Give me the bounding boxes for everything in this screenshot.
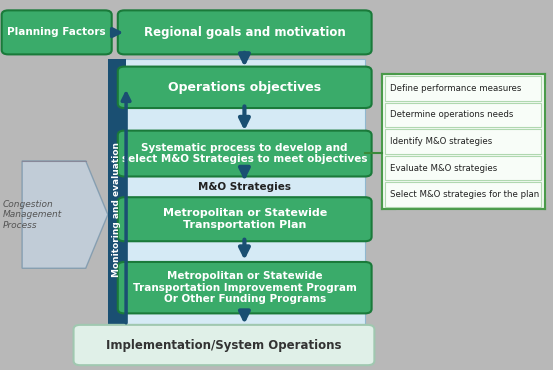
Text: Define performance measures: Define performance measures <box>390 84 521 93</box>
FancyBboxPatch shape <box>118 67 372 108</box>
Text: Implementation/System Operations: Implementation/System Operations <box>106 339 342 352</box>
Text: Select M&O strategies for the plan: Select M&O strategies for the plan <box>390 190 539 199</box>
FancyBboxPatch shape <box>382 74 545 209</box>
Text: M&O Strategies: M&O Strategies <box>198 182 291 192</box>
FancyBboxPatch shape <box>2 10 112 54</box>
Text: Planning Factors: Planning Factors <box>7 27 106 37</box>
Text: Identify M&O strategies: Identify M&O strategies <box>390 137 492 146</box>
FancyBboxPatch shape <box>118 197 372 241</box>
Text: Systematic process to develop and
select M&O Strategies to meet objectives: Systematic process to develop and select… <box>122 143 367 164</box>
Text: Monitoring and evaluation: Monitoring and evaluation <box>112 142 121 278</box>
FancyBboxPatch shape <box>108 59 126 361</box>
Text: Evaluate M&O strategies: Evaluate M&O strategies <box>390 164 497 172</box>
Text: Determine operations needs: Determine operations needs <box>390 111 513 120</box>
Text: Congestion
Management
Process: Congestion Management Process <box>3 200 62 229</box>
Text: Operations objectives: Operations objectives <box>168 81 321 94</box>
FancyBboxPatch shape <box>108 59 365 361</box>
FancyBboxPatch shape <box>385 156 541 180</box>
FancyBboxPatch shape <box>118 262 372 313</box>
FancyBboxPatch shape <box>118 10 372 54</box>
FancyBboxPatch shape <box>74 325 374 365</box>
Text: Metropolitan or Statewide
Transportation Plan: Metropolitan or Statewide Transportation… <box>163 208 327 230</box>
FancyBboxPatch shape <box>118 131 372 176</box>
FancyBboxPatch shape <box>385 76 541 101</box>
FancyBboxPatch shape <box>385 103 541 127</box>
Polygon shape <box>22 161 108 268</box>
Text: Metropolitan or Statewide
Transportation Improvement Program
Or Other Funding Pr: Metropolitan or Statewide Transportation… <box>133 271 357 304</box>
Text: Regional goals and motivation: Regional goals and motivation <box>144 26 346 39</box>
FancyBboxPatch shape <box>385 130 541 154</box>
FancyBboxPatch shape <box>385 182 541 207</box>
